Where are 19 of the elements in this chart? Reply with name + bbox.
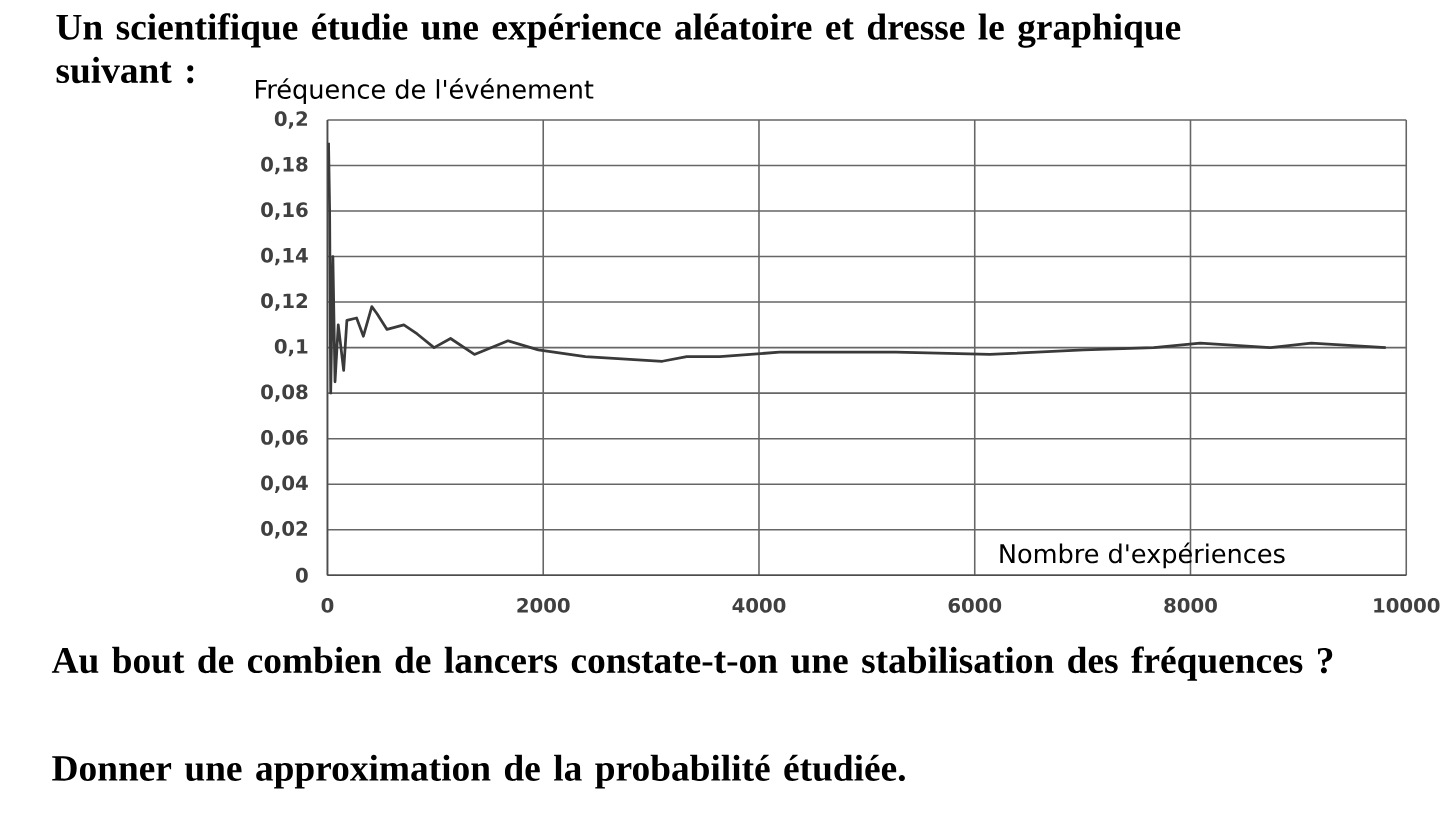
y-tick-label: 0,16: [261, 202, 308, 220]
x-tick-label: 10000: [1374, 597, 1440, 613]
x-tick-label: 0: [321, 597, 334, 613]
x-tick-label: 8000: [1164, 597, 1217, 613]
y-tick-label: 0,2: [274, 111, 308, 129]
y-tick-label: 0,06: [261, 430, 308, 448]
text: Donner une approximation de la probabilité étudiée.: [52, 754, 905, 789]
y-tick-label: 0,08: [261, 384, 308, 402]
y-tick-label: 0: [295, 567, 308, 583]
y-tick-label: 0,02: [261, 521, 308, 539]
x-tick-label: 4000: [732, 597, 786, 613]
y-tick-label: 0,1: [274, 338, 308, 357]
y-tick-label: 0,18: [261, 156, 308, 175]
x-tick-label: 2000: [517, 597, 570, 613]
y-tick-label: 0,12: [261, 293, 308, 311]
x-tick-label: 6000: [948, 597, 1002, 613]
y-tick-label: 0,04: [261, 475, 308, 493]
y-tick-label: 0,14: [261, 247, 308, 266]
text: Au bout de combien de lancers constate-t-on une stabilisation des fréquences ?: [51, 646, 1333, 681]
